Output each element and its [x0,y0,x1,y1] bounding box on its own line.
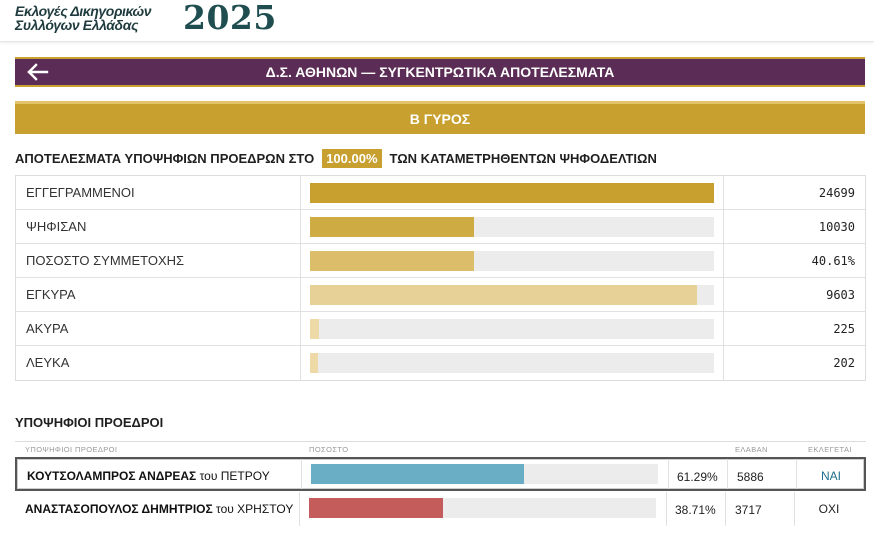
candidates-heading: ΥΠΟΨΗΦΙΟΙ ΠΡΟΕΔΡΟΙ [15,415,164,430]
results-heading-prefix: ΑΠΟΤΕΛΕΣΜΑΤΑ ΥΠΟΨΗΦΙΩΝ ΠΡΟΕΔΡΩΝ ΣΤΟ [15,151,315,166]
counted-percentage-badge: 100.00% [322,149,382,168]
round-label: Β ΓΥΡΟΣ [409,111,471,127]
stats-value: 225 [833,322,855,336]
stats-bar-fill [310,319,320,339]
stats-row: ΑΚΥΡΑ 225 [16,312,865,346]
site-header: Εκλογές Δικηγορικών Συλλόγων Ελλάδας 202… [0,0,874,42]
candidate-row[interactable]: ΑΝΑΣΤΑΣΟΠΟΥΛΟΣ ΔΗΜΗΤΡΙΟΣ του ΧΡΗΣΤΟΥ 38.7… [15,492,866,526]
candidate-patronymic: του ΠΕΤΡΟΥ [199,469,270,483]
candidate-percentage: 61.29% [677,470,718,484]
column-divider [723,312,724,345]
stats-label: ΕΓΚΥΡΑ [26,287,76,302]
candidate-fullname: ΑΝΑΣΤΑΣΟΠΟΥΛΟΣ ΔΗΜΗΤΡΙΟΣ [25,502,213,516]
stats-value: 24699 [818,186,855,200]
column-divider [300,244,301,277]
column-divider [794,492,795,526]
arrow-left-icon[interactable] [25,62,49,82]
stats-row: ΕΓΚΥΡΑ 9603 [16,278,865,312]
stats-bar-track [310,183,714,203]
column-divider [725,492,726,526]
round-banner: Β ΓΥΡΟΣ [15,101,865,134]
column-divider [301,459,302,489]
page-title-bar: Δ.Σ. ΑΘΗΝΩΝ — ΣΥΓΚΕΝΤΡΩΤΙΚΑ ΑΠΟΤΕΛΕΣΜΑΤΑ [15,57,865,87]
column-divider [666,492,667,526]
stats-bar-track [310,217,714,237]
column-divider [300,210,301,243]
candidate-elected: ΝΑΙ [820,469,841,483]
col-header-percentage: ΠΟΣΟΣΤΟ [309,445,349,454]
logo-year: 2025 [183,0,277,37]
candidate-percentage: 38.71% [675,503,716,517]
col-header-votes: ΕΛΑΒΑΝ [735,445,768,454]
column-divider [796,459,797,489]
stats-bar-fill [310,353,319,373]
logo[interactable]: Εκλογές Δικηγορικών Συλλόγων Ελλάδας [15,3,152,33]
col-header-candidates: ΥΠΟΨΗΦΙΟΙ ΠΡΟΕΔΡΟΙ [25,445,118,454]
column-divider [668,459,669,489]
candidate-row[interactable]: ΚΟΥΤΣΟΛΑΜΠΡΟΣ ΑΝΔΡΕΑΣ του ΠΕΤΡΟΥ 61.29% 58… [15,457,866,491]
stats-bar-track [310,251,714,271]
stats-label: ΨΗΦΙΣΑΝ [26,219,87,234]
candidate-elected: ΟΧΙ [818,502,840,516]
candidates-table-header: ΥΠΟΨΗΦΙΟΙ ΠΡΟΕΔΡΟΙ ΠΟΣΟΣΤΟ ΕΛΑΒΑΝ ΕΚΛΕΓΕ… [15,441,866,455]
column-divider [299,492,300,526]
column-divider [727,459,728,489]
stats-value: 10030 [818,220,855,234]
stats-value: 202 [833,356,855,370]
stats-label: ΛΕΥΚΑ [26,355,70,370]
column-divider [300,346,301,380]
stats-bar-fill [310,285,697,305]
column-divider [723,210,724,243]
col-header-elected: ΕΚΛΕΓΕΤΑΙ [808,445,852,454]
stats-bar-fill [310,251,475,271]
stats-value: 40.61% [811,254,855,268]
candidate-votes: 3717 [735,503,762,517]
stats-bar-track [310,353,714,373]
candidate-fullname: ΚΟΥΤΣΟΛΑΜΠΡΟΣ ΑΝΔΡΕΑΣ [27,469,197,483]
stats-bar-fill [310,217,475,237]
stats-row: ΨΗΦΙΣΑΝ 10030 [16,210,865,244]
stats-row: ΛΕΥΚΑ 202 [16,346,865,380]
stats-label: ΕΓΓΕΓΡΑΜΜΕΝΟΙ [26,185,135,200]
column-divider [723,176,724,209]
candidate-bar-fill [309,498,444,518]
candidate-votes: 5886 [737,470,764,484]
stats-row: ΠΟΣΟΣΤΟ ΣΥΜΜΕΤΟΧΗΣ 40.61% [16,244,865,278]
candidate-patronymic: του ΧΡΗΣΤΟΥ [216,502,294,516]
column-divider [723,244,724,277]
stats-label: ΑΚΥΡΑ [26,321,69,336]
column-divider [723,278,724,311]
candidate-bar-fill [311,464,524,484]
stats-value: 9603 [826,288,855,302]
page-title: Δ.Σ. ΑΘΗΝΩΝ — ΣΥΓΚΕΝΤΡΩΤΙΚΑ ΑΠΟΤΕΛΕΣΜΑΤΑ [265,64,615,80]
logo-line-1: Εκλογές Δικηγορικών [15,3,152,19]
stats-bar-track [310,319,714,339]
column-divider [300,312,301,345]
candidate-bar-track [309,498,656,518]
column-divider [300,278,301,311]
stats-row: ΕΓΓΕΓΡΑΜΜΕΝΟΙ 24699 [16,176,865,210]
stats-bar-track [310,285,714,305]
stats-label: ΠΟΣΟΣΤΟ ΣΥΜΜΕΤΟΧΗΣ [26,253,185,268]
column-divider [723,346,724,380]
logo-line-2: Συλλόγων Ελλάδας [15,17,139,33]
results-heading: ΑΠΟΤΕΛΕΣΜΑΤΑ ΥΠΟΨΗΦΙΩΝ ΠΡΟΕΔΡΩΝ ΣΤΟ 100.… [15,149,657,168]
column-divider [300,176,301,209]
stats-bar-fill [310,183,714,203]
stats-table: ΕΓΓΕΓΡΑΜΜΕΝΟΙ 24699 ΨΗΦΙΣΑΝ 10030 ΠΟΣΟΣΤΟ ΣΥ… [15,175,866,381]
results-heading-suffix: ΤΩΝ ΚΑΤΑΜΕΤΡΗΘΕΝΤΩΝ ΨΗΦΟΔΕΛΤΙΩΝ [389,151,657,166]
candidate-name: ΑΝΑΣΤΑΣΟΠΟΥΛΟΣ ΔΗΜΗΤΡΙΟΣ του ΧΡΗΣΤΟΥ [25,502,293,516]
candidate-name: ΚΟΥΤΣΟΛΑΜΠΡΟΣ ΑΝΔΡΕΑΣ του ΠΕΤΡΟΥ [27,469,270,483]
candidate-bar-track [311,464,658,484]
